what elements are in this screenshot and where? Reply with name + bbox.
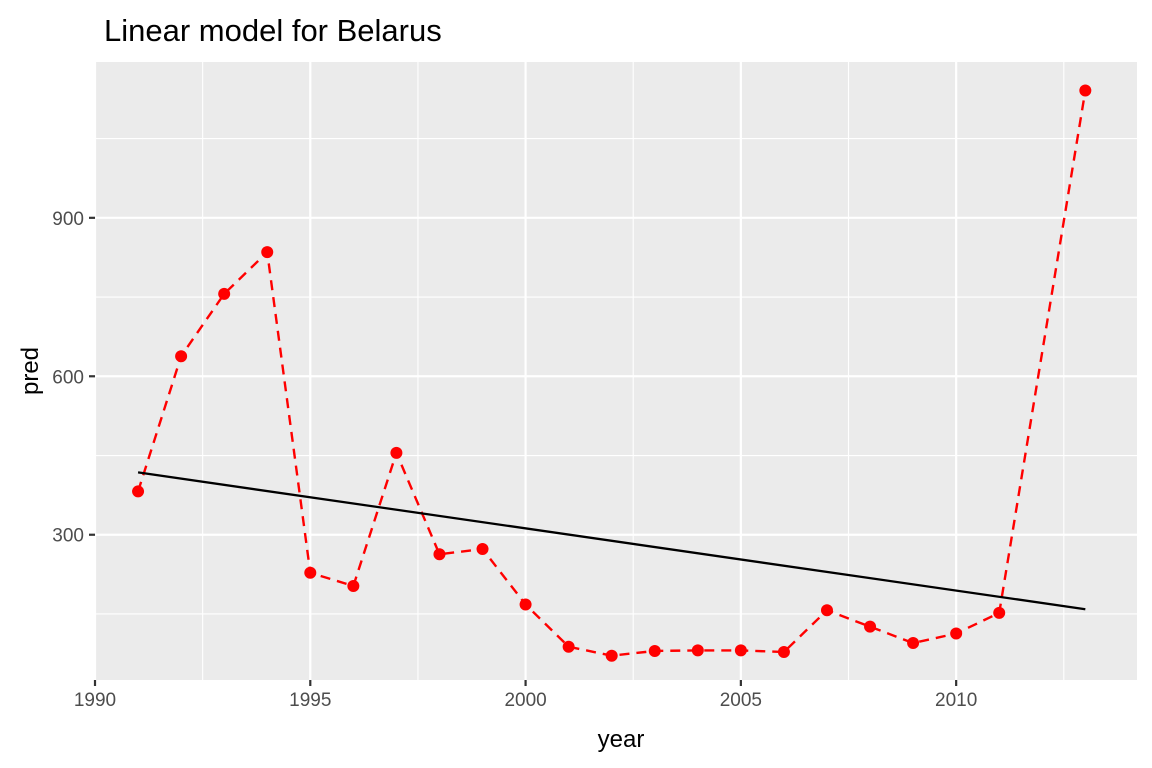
y-tick-label: 900 [52,209,84,230]
series-layer [132,84,1092,662]
data-point [993,606,1006,619]
x-tick-label: 2010 [935,690,977,711]
data-point [218,287,231,300]
data-point [476,543,489,556]
data-point [648,644,661,657]
linear-model-line [137,471,1086,611]
data-point [907,637,920,650]
data-point [519,598,532,611]
data-point [562,640,575,653]
minor-gridlines [95,62,1137,680]
data-point [777,646,790,659]
data-point [390,446,403,459]
data-point [175,350,188,363]
data-point [864,620,877,633]
x-tick-label: 1990 [74,690,116,711]
data-point [261,246,274,259]
x-axis-title: year [598,726,645,753]
x-tick-label: 1995 [289,690,331,711]
major-gridlines [93,62,1137,680]
data-point [691,644,704,657]
data-point [1079,84,1092,97]
data-point [734,644,747,657]
data-point [950,627,963,640]
chart-title: Linear model for Belarus [104,13,442,48]
x-tick-label: 2005 [720,690,762,711]
data-point [605,649,618,662]
data-point [304,566,317,579]
y-axis: 300 600 900 [52,209,95,547]
data-point [132,485,145,498]
y-tick-label: 300 [52,526,84,547]
data-point [433,548,446,561]
plot-panel [95,62,1137,680]
y-tick-label: 600 [52,367,84,388]
x-tick-label: 2000 [504,690,546,711]
prediction-line [136,90,1087,657]
data-point [820,604,833,617]
y-axis-title: pred [17,347,44,395]
data-point [347,579,360,592]
x-axis: 1990 1995 2000 2005 2010 [74,680,977,711]
